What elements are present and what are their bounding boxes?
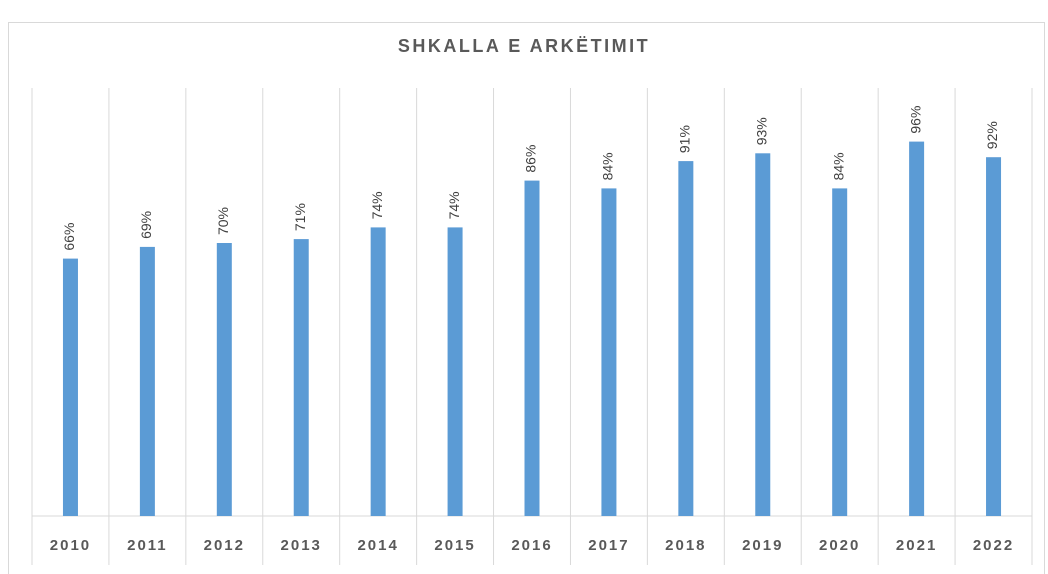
x-tick-label: 2016 [511,537,552,554]
bar [370,227,386,516]
x-tick-label: 2020 [819,537,860,554]
bar [601,188,617,516]
data-label: 84% [600,152,616,180]
data-label: 71% [292,203,308,231]
x-tick-label: 2018 [665,537,706,554]
x-tick-label: 2017 [588,537,629,554]
bar [139,246,155,516]
x-tick-label: 2021 [896,537,937,554]
bar [293,239,309,516]
data-label: 70% [215,207,231,235]
data-label: 84% [830,152,846,180]
bar [447,227,463,516]
chart-title: SHKALLA E ARKËTIMIT [398,36,650,56]
data-label: 91% [677,125,693,153]
bar [755,153,771,517]
x-tick-label: 2022 [973,537,1014,554]
x-tick-label: 2014 [357,537,398,554]
x-tick-label: 2013 [281,537,322,554]
x-tick-label: 2012 [204,537,245,554]
x-tick-label: 2010 [50,537,91,554]
data-label: 69% [138,211,154,239]
x-tick-label: 2015 [434,537,475,554]
data-label: 93% [753,117,769,145]
data-label: 86% [523,145,539,173]
x-tick-label: 2019 [742,537,783,554]
bar [678,161,694,516]
bar [909,141,925,516]
bar [216,243,232,516]
data-label: 74% [369,191,385,219]
bar [524,180,540,516]
x-tick-label: 2011 [127,537,168,554]
data-label: 96% [907,106,923,134]
data-label: 92% [984,121,1000,149]
bar [986,157,1002,516]
bar [62,258,78,516]
data-label: 66% [61,223,77,251]
bar [832,188,848,516]
data-label: 74% [446,191,462,219]
